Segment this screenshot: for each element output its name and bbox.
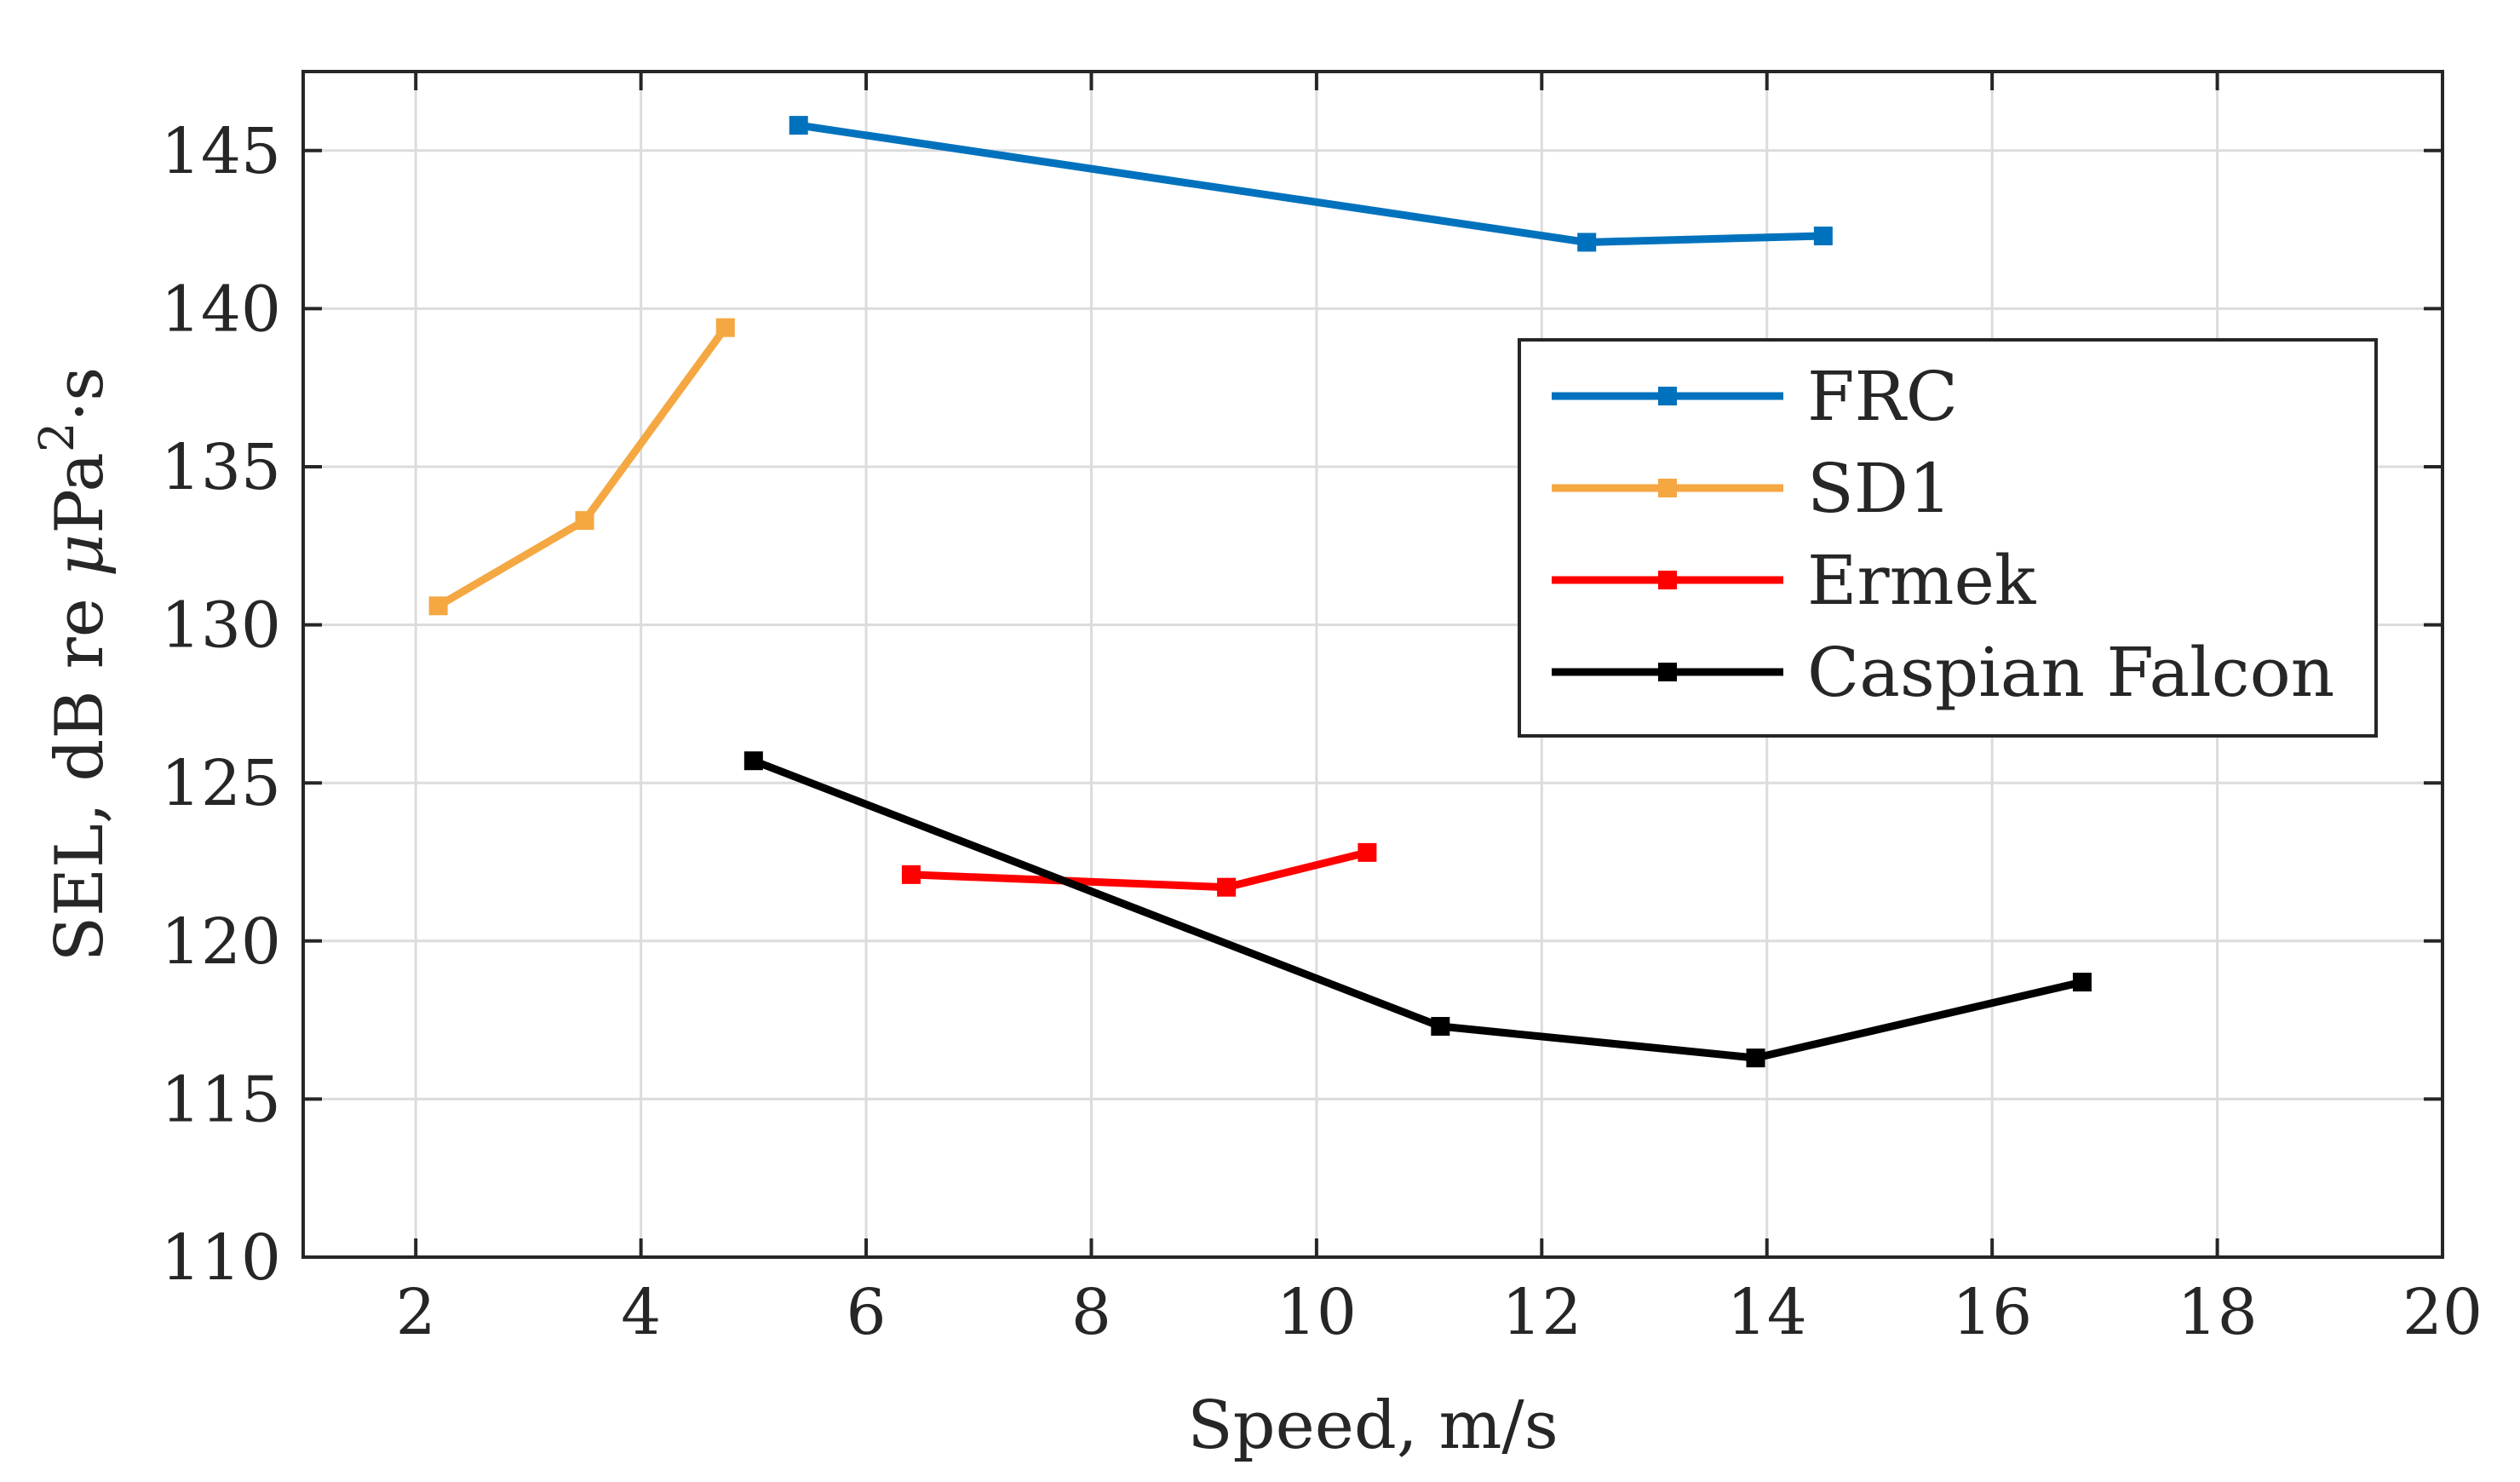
axes-frame [301,70,2444,1259]
y-tick-label: 110 [161,1221,281,1295]
x-tick-label: 8 [1071,1276,1111,1349]
tick-labels: 2 4 6 8 10 12 14 16 18 20 110 115 120 125 130 135 140 145 [161,115,2483,1349]
legend-label: Caspian Falcon [1807,633,2334,712]
data-point [715,318,735,337]
legend-label: SD1 [1807,449,1952,528]
legend-marker [1658,571,1677,589]
legend-entry: FRC [1552,357,1958,436]
x-tick-label: 4 [621,1276,661,1349]
data-point [1813,227,1833,246]
series-sd1 [428,318,735,616]
data-point [1431,1017,1450,1037]
data-point [789,116,808,135]
y-tick-label: 115 [161,1063,281,1136]
y-axis-label-prefix: SEL, dB re [42,577,118,962]
x-tick-label: 16 [1952,1276,2032,1349]
legend-marker [1658,663,1677,681]
y-axis-label-sup: 2 [30,422,85,452]
legend-entry: SD1 [1552,449,1952,528]
legend: FRC SD1 Ermek Caspian Falcon [1518,338,2378,738]
data-point [743,751,763,771]
x-tick-label: 6 [847,1276,887,1349]
x-tick-label: 20 [2402,1276,2483,1349]
legend-label: Ermek [1807,541,2037,620]
legend-entries: FRC SD1 Ermek Caspian Falcon [1552,357,2334,712]
series-frc [789,116,1833,252]
axis-ticks [303,72,2444,1259]
y-tick-label: 120 [161,905,281,979]
y-axis-label-suffix: ·s [42,367,118,422]
y-tick-label: 135 [161,431,281,504]
x-tick-label: 10 [1277,1276,1357,1349]
y-tick-label: 145 [161,115,281,188]
series-ermek [901,842,1377,897]
legend-marker [1658,479,1677,497]
series-line [749,756,2087,1062]
data-point [2072,973,2092,992]
data-point [1217,877,1237,897]
legend-entry: Caspian Falcon [1552,633,2334,712]
legend-marker [1658,387,1677,405]
data-point [428,596,448,616]
legend-label: FRC [1807,357,1958,436]
series-lines [428,116,2092,1068]
y-tick-label: 130 [161,589,281,663]
x-tick-label: 18 [2177,1276,2257,1349]
data-point [1577,233,1597,252]
data-point [575,511,594,531]
data-point [901,864,921,884]
x-tick-label: 14 [1727,1276,1807,1349]
x-tick-label: 2 [396,1276,436,1349]
y-axis-label: SEL, dB re μPa2·s [30,367,118,962]
series-caspian-falcon [743,751,2092,1068]
x-tick-label: 12 [1501,1276,1581,1349]
y-tick-label: 140 [161,273,281,346]
y-axis-label-mu: μ [42,534,118,577]
y-tick-label: 125 [161,747,281,820]
y-axis-label-unit: Pa [42,452,118,533]
data-point [1358,842,1377,862]
legend-entry: Ermek [1552,541,2037,620]
x-axis-label: Speed, m/s [1187,1387,1558,1464]
data-point [1746,1048,1765,1068]
